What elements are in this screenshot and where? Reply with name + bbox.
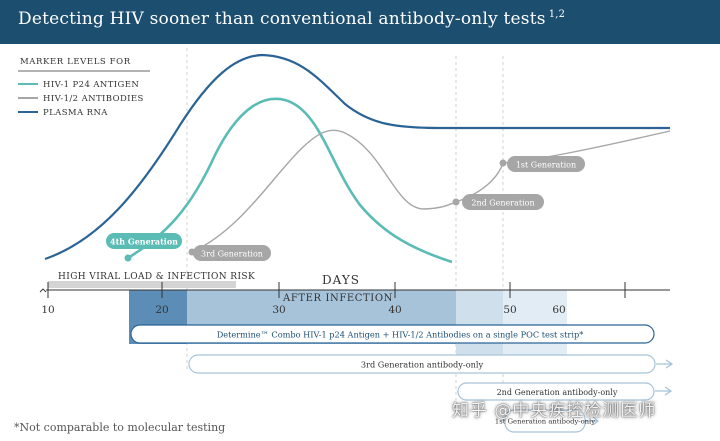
- tick-label: 60: [552, 304, 565, 316]
- fourth-generation-label: 4th Generation: [110, 237, 178, 247]
- first-generation-arrow-icon: [586, 416, 599, 426]
- legend: MARKER LEVELS FOR HIV-1 P24 ANTIGEN HIV-…: [18, 57, 150, 118]
- days-label: DAYS: [322, 273, 360, 287]
- third-generation-test-label: 3rd Generation antibody-only: [361, 360, 484, 370]
- second-generation-arrow-icon: [655, 386, 673, 396]
- second-generation-label: 2nd Generation: [471, 199, 534, 208]
- tick-label: 20: [155, 304, 168, 316]
- tick-label: 50: [503, 304, 516, 316]
- title-reference: 1,2: [548, 9, 566, 21]
- p24-antigen-curve: [127, 97, 453, 264]
- second-generation-badge: [462, 194, 544, 210]
- fourth-generation-dot: [124, 254, 132, 262]
- risk-label: HIGH VIRAL LOAD & INFECTION RISK: [58, 272, 255, 282]
- legend-heading: MARKER LEVELS FOR: [20, 57, 131, 67]
- third-generation-arrow-icon: [656, 359, 674, 369]
- page-title: Detecting HIV sooner than conventional a…: [18, 9, 565, 29]
- title-text: Detecting HIV sooner than conventional a…: [18, 9, 546, 29]
- combo-test-label: Determine™ Combo HIV-1 p24 Antigen + HIV…: [217, 330, 584, 340]
- second-generation-test-label: 2nd Generation antibody-only: [497, 388, 618, 397]
- legend-label-antibodies: HIV-1/2 ANTIBODIES: [43, 94, 144, 104]
- legend-label-p24: HIV-1 P24 ANTIGEN: [43, 80, 139, 90]
- watermark: 知乎 @中央疾控检测医师: [452, 401, 657, 421]
- header-bar: Detecting HIV sooner than conventional a…: [0, 0, 720, 44]
- first-generation-label: 1st Generation: [516, 161, 576, 170]
- second-generation-test-bar: [457, 382, 655, 401]
- test-bars: Determine™ Combo HIV-1 p24 Antigen + HIV…: [130, 324, 674, 433]
- tick-label: 30: [272, 304, 285, 316]
- first-generation-test-label: 1st Generation antibody-only: [495, 418, 595, 426]
- first-generation-dot: [499, 159, 507, 167]
- combo-test-bar: [130, 324, 655, 344]
- risk-band: [48, 281, 236, 288]
- footnote: *Not comparable to molecular testing: [14, 421, 226, 434]
- second-generation-dot: [452, 198, 460, 206]
- third-generation-badge: [193, 245, 271, 261]
- first-generation-badge: [507, 156, 585, 172]
- generation-markers: 4th Generation 3rd Generation 2nd Genera…: [106, 156, 585, 262]
- third-generation-test-bar: [188, 354, 656, 374]
- third-generation-label: 3rd Generation: [201, 250, 263, 259]
- legend-label-rna: PLASMA RNA: [43, 108, 108, 118]
- fourth-generation-badge: [106, 233, 182, 249]
- first-generation-test-bar: [504, 409, 586, 433]
- antibodies-curve: [191, 129, 671, 253]
- axis-break: [39, 288, 47, 293]
- after-infection-label: AFTER INFECTION: [282, 293, 393, 304]
- plasma-rna-curve: [44, 53, 670, 261]
- tick-label: 40: [388, 304, 401, 316]
- tick-label: 10: [41, 304, 54, 316]
- day-axis: DAYS AFTER INFECTION 10 20 30 40 50 60: [39, 273, 670, 316]
